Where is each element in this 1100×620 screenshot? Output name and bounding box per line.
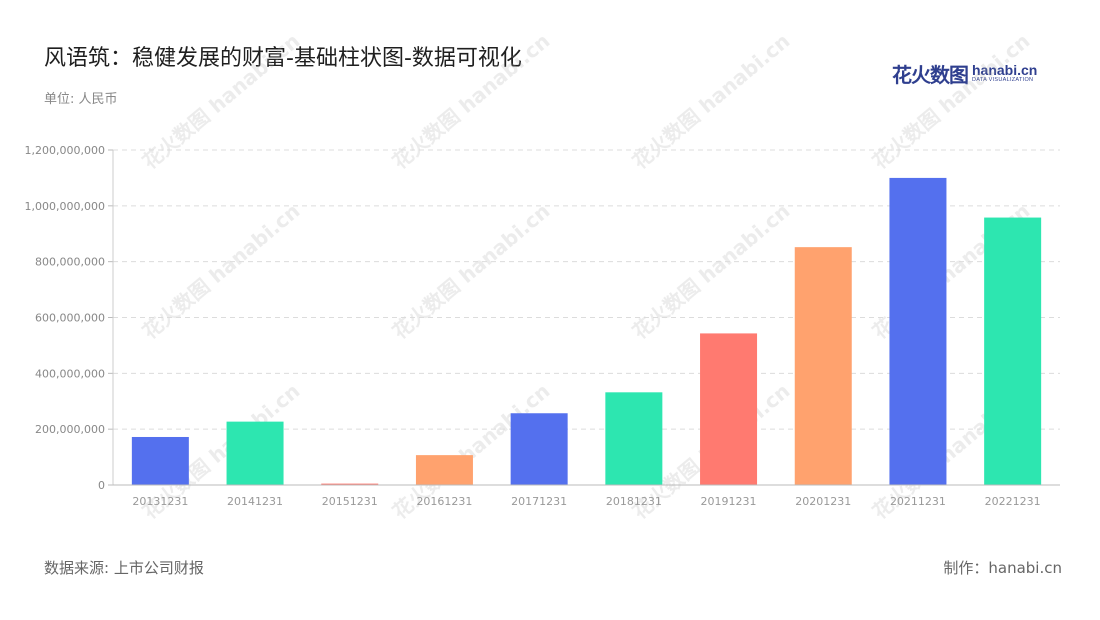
logo-en-text: hanabi.cn xyxy=(972,61,1038,78)
x-tick-label: 20191231 xyxy=(701,495,757,508)
credit-text: 制作：hanabi.cn xyxy=(943,559,1062,577)
data-source: 数据来源: 上市公司财报 xyxy=(44,559,204,577)
bar xyxy=(226,421,284,485)
x-tick-label: 20201231 xyxy=(795,495,851,508)
watermark-text: 花火数图 hanabi.cn xyxy=(138,199,305,344)
y-tick-label: 1,200,000,000 xyxy=(25,144,105,157)
bar xyxy=(984,217,1042,485)
watermark-text: 花火数图 hanabi.cn xyxy=(388,199,555,344)
bar xyxy=(415,455,473,485)
bar xyxy=(321,483,379,485)
chart-title: 风语筑：稳健发展的财富-基础柱状图-数据可视化 xyxy=(44,46,522,71)
x-tick-label: 20171231 xyxy=(511,495,567,508)
brand-logo[interactable]: 花火数图 hanabi.cn DATA VISUALIZATION xyxy=(892,58,1037,88)
unit-label: 单位: 人民币 xyxy=(44,92,118,107)
y-tick-label: 400,000,000 xyxy=(35,367,105,380)
x-tick-label: 20131231 xyxy=(132,495,188,508)
x-tick-label: 20141231 xyxy=(227,495,283,508)
bar xyxy=(700,333,758,485)
watermark-text: 花火数图 hanabi.cn xyxy=(628,29,795,174)
bar xyxy=(605,392,663,485)
y-tick-label: 200,000,000 xyxy=(35,423,105,436)
x-tick-label: 20181231 xyxy=(606,495,662,508)
bar xyxy=(889,177,947,485)
logo-cn-text: 花火数图 xyxy=(892,62,969,87)
y-tick-label: 1,000,000,000 xyxy=(25,200,105,213)
logo-en-block: hanabi.cn DATA VISUALIZATION xyxy=(972,63,1037,84)
y-tick-label: 0 xyxy=(98,479,105,492)
bar xyxy=(794,247,852,485)
watermark-text: 花火数图 hanabi.cn xyxy=(628,199,795,344)
y-tick-label: 800,000,000 xyxy=(35,256,105,269)
x-tick-label: 20211231 xyxy=(890,495,946,508)
watermark-text: 花火数图 hanabi.cn xyxy=(138,29,305,174)
x-tick-label: 20221231 xyxy=(985,495,1041,508)
watermark-text: 花火数图 hanabi.cn xyxy=(388,29,555,174)
bar xyxy=(510,413,568,485)
bar xyxy=(131,436,189,485)
x-tick-label: 20161231 xyxy=(416,495,472,508)
y-tick-label: 600,000,000 xyxy=(35,312,105,325)
watermark-text: 花火数图 hanabi.cn xyxy=(868,29,1035,174)
x-tick-label: 20151231 xyxy=(322,495,378,508)
logo-sub-text: DATA VISUALIZATION xyxy=(972,76,1034,83)
